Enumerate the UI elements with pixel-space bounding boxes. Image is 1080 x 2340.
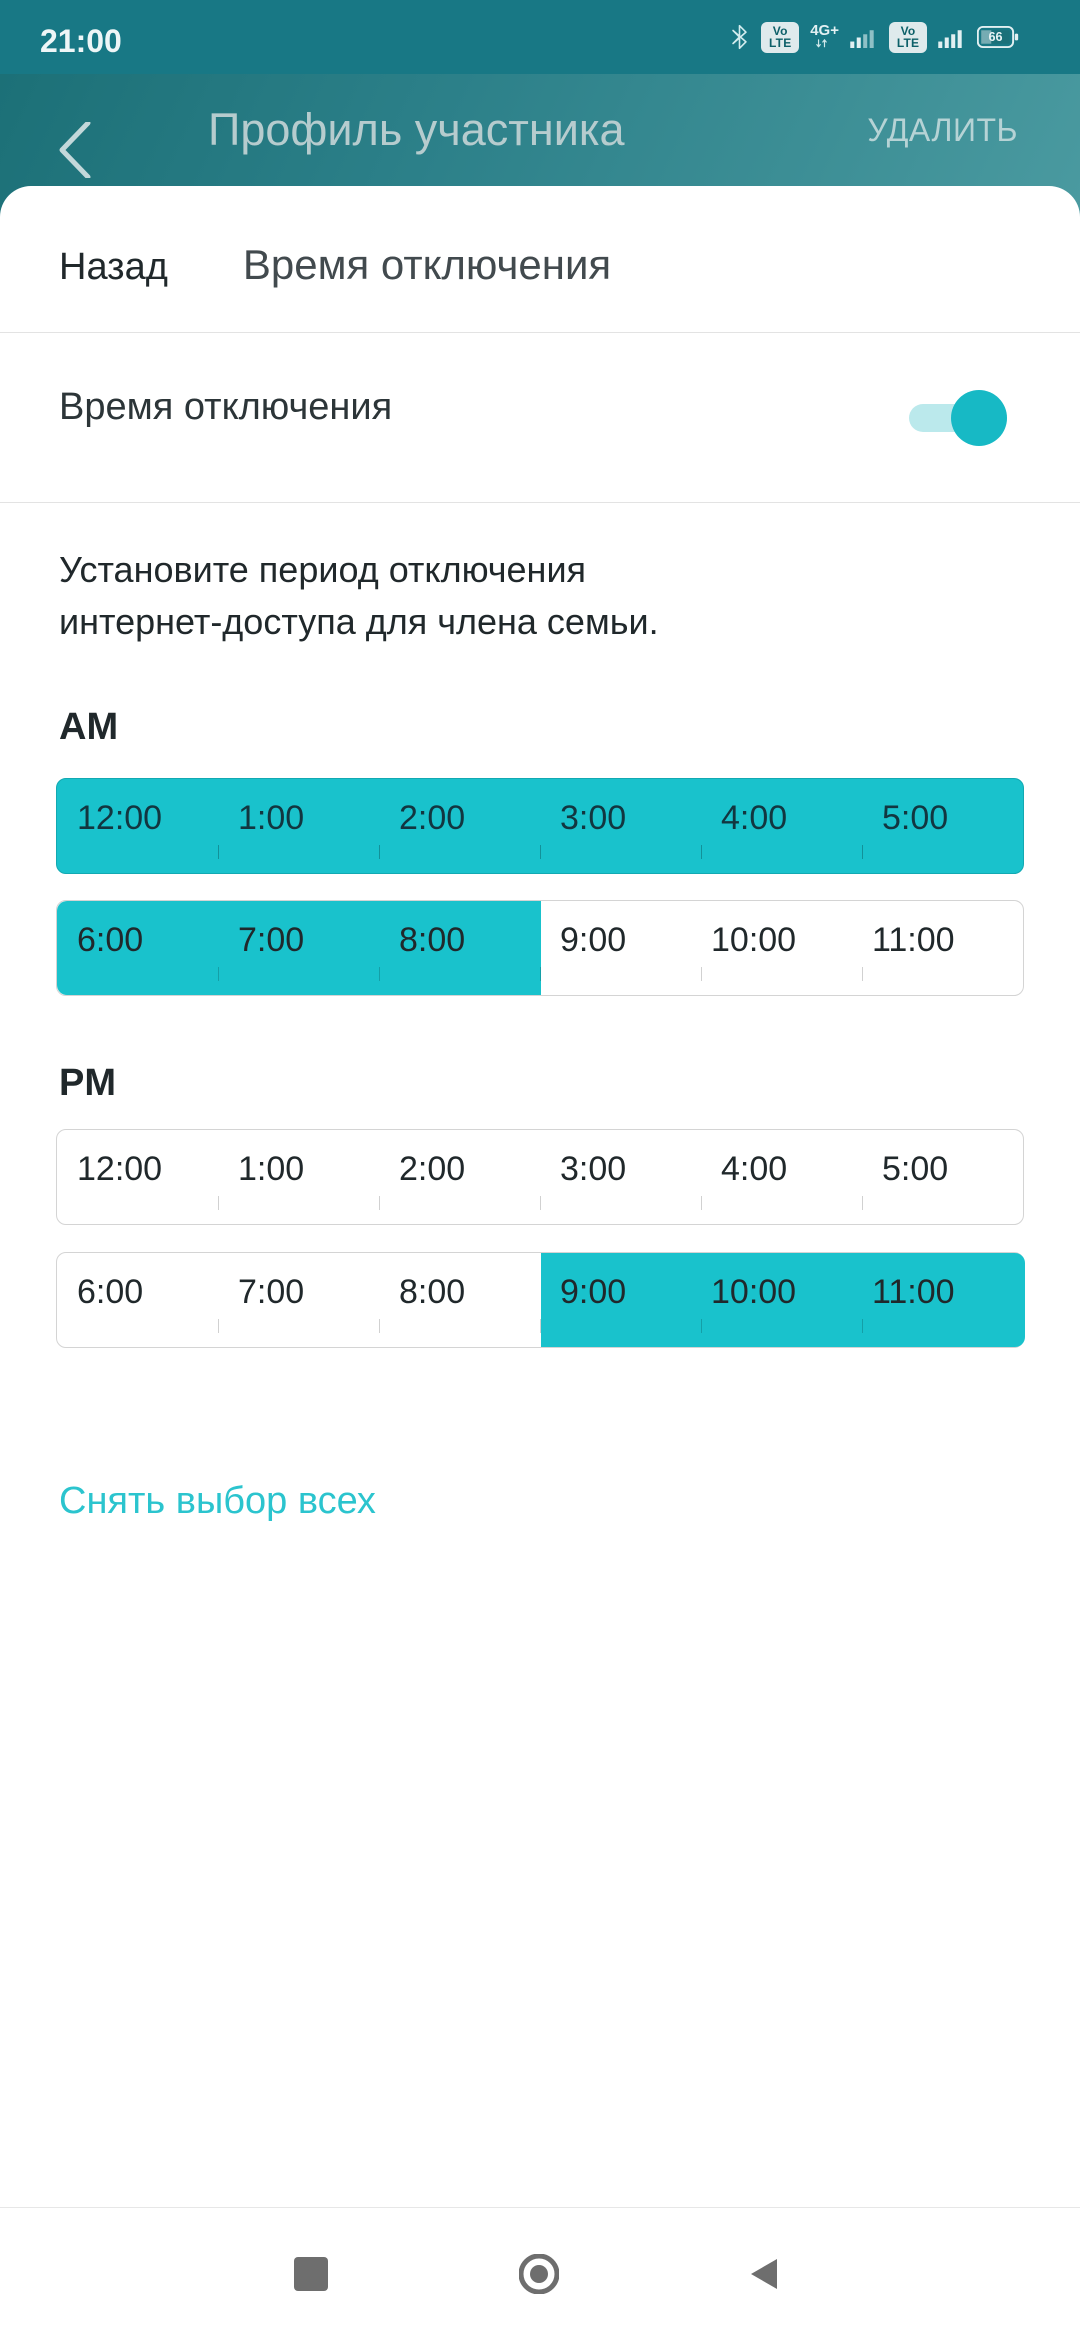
- svg-text:66: 66: [988, 30, 1002, 44]
